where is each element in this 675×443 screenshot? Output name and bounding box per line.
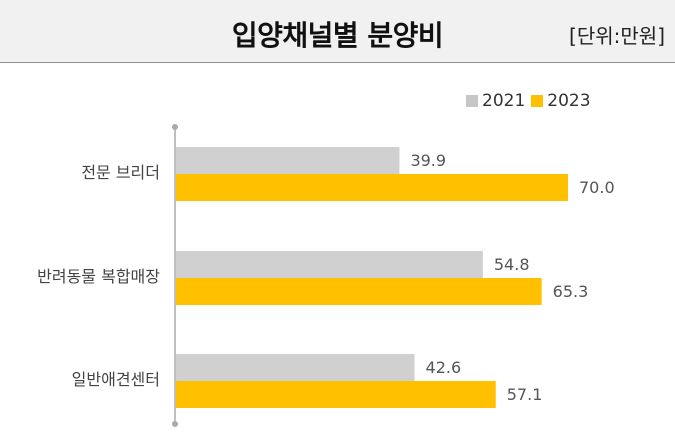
axis-top-dot xyxy=(172,124,178,130)
chart-legend: 2021 2023 xyxy=(466,91,597,111)
legend-item-2023: 2023 xyxy=(531,91,591,111)
legend-item-2021: 2021 xyxy=(466,91,525,111)
legend-swatch-2023 xyxy=(531,95,544,107)
bar-2023 xyxy=(176,278,542,305)
unit-label: [단위:만원] xyxy=(569,24,665,48)
data-label-2023: 65.3 xyxy=(553,282,589,301)
data-label-2023: 57.1 xyxy=(507,385,543,404)
chart-header: 입양채널별 분양비 [단위:만원] xyxy=(0,0,675,63)
category-label: 전문 브리더 xyxy=(81,163,160,182)
bar-2023 xyxy=(176,174,568,201)
bar-2021 xyxy=(176,354,415,381)
legend-label-2021: 2021 xyxy=(482,91,526,111)
data-label-2023: 70.0 xyxy=(579,178,615,197)
bar-2021 xyxy=(176,147,400,174)
data-label-2021: 39.9 xyxy=(410,151,446,170)
bar-2021 xyxy=(176,251,483,278)
bar-2023 xyxy=(176,381,496,408)
data-label-2021: 42.6 xyxy=(426,358,462,377)
axis-bottom-dot xyxy=(172,421,178,427)
legend-swatch-2021 xyxy=(466,95,478,107)
category-label: 반려동물 복합매장 xyxy=(37,267,160,286)
legend-label-2023: 2023 xyxy=(547,91,591,111)
chart-title: 입양채널별 분양비 xyxy=(231,19,444,52)
data-label-2021: 54.8 xyxy=(494,255,530,274)
category-label: 일반애견센터 xyxy=(72,370,160,389)
